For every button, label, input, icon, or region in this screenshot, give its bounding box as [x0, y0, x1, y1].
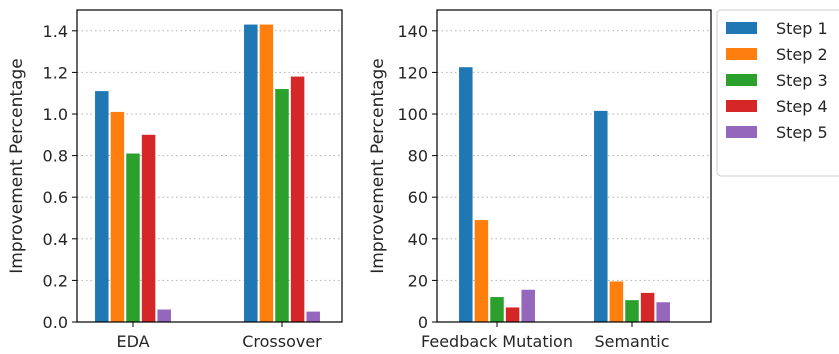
legend-label: Step 4 [776, 97, 828, 116]
bar-step-1-semantic [594, 110, 608, 322]
chart-panel-left: 0.0 0.2 0.4 0.6 0.8 1.0 1.2 1.4 EDA Crossover Impr… [7, 9, 343, 351]
y-tick-label: 80 [408, 147, 428, 166]
bar-step-3-semantic [625, 300, 639, 322]
y-tick-label: 20 [408, 271, 428, 290]
y-tick-label: 120 [397, 63, 428, 82]
bar-step-2-eda [110, 111, 125, 322]
legend-swatch [726, 100, 757, 112]
legend-label: Step 2 [776, 45, 828, 64]
bar-step-1-eda [95, 91, 109, 323]
legend-swatch [726, 22, 757, 34]
y-tick-label: 0.6 [43, 188, 68, 207]
x-tick-label: Feedback Mutation [421, 332, 573, 351]
x-tick-label: Semantic [594, 332, 669, 351]
y-tick-label: 60 [408, 188, 428, 207]
x-tick-label: EDA [116, 332, 149, 351]
axes-frame [436, 9, 712, 323]
bar-step-2-semantic [609, 281, 624, 322]
y-tick-label: 140 [397, 22, 428, 41]
bar-step-5-crossover [306, 311, 320, 322]
legend-label: Step 3 [776, 71, 828, 90]
y-tick-label: 1.0 [43, 105, 68, 124]
y-axis-label: Improvement Percentage [7, 58, 27, 273]
bar-step-1-feedback-mutation [459, 67, 473, 322]
bar-step-4-feedback-mutation [505, 307, 520, 322]
y-tick-label: 1.4 [43, 22, 68, 41]
bar-step-2-crossover [259, 24, 274, 323]
bar-step-5-eda [157, 309, 171, 322]
legend: Step 1 Step 2 Step 3 Step 4 Step 5 [716, 9, 839, 177]
bar-step-4-semantic [640, 292, 655, 322]
legend-swatch [726, 126, 757, 138]
y-tick-label: 0.4 [43, 230, 68, 249]
y-tick-label: 0.0 [43, 313, 68, 332]
axes-frame [76, 9, 343, 323]
bar-step-3-feedback-mutation [490, 297, 504, 322]
chart-panel-right: 0 20 40 60 80 100 120 140 Feedback Mutation Seman… [368, 9, 712, 351]
x-tick-label: Crossover [242, 332, 322, 351]
legend-swatch [726, 74, 757, 86]
y-tick-label: 1.2 [43, 63, 68, 82]
y-tick-label: 0.2 [43, 271, 68, 290]
bar-step-3-crossover [275, 89, 289, 322]
legend-label: Step 1 [776, 19, 828, 38]
y-tick-label: 40 [408, 230, 428, 249]
bar-step-3-eda [126, 153, 140, 322]
bar-step-4-crossover [290, 76, 305, 322]
bar-step-1-crossover [244, 24, 258, 323]
y-axis-label: Improvement Percentage [368, 58, 388, 273]
bar-step-5-feedback-mutation [521, 289, 535, 322]
legend-swatch [726, 48, 757, 60]
bar-step-2-feedback-mutation [474, 220, 489, 322]
legend-label: Step 5 [776, 123, 828, 142]
bar-step-5-semantic [656, 302, 670, 322]
bar-step-4-eda [141, 134, 156, 322]
y-tick-label: 100 [397, 105, 428, 124]
y-tick-label: 0.8 [43, 147, 68, 166]
y-tick-label: 0 [418, 313, 428, 332]
